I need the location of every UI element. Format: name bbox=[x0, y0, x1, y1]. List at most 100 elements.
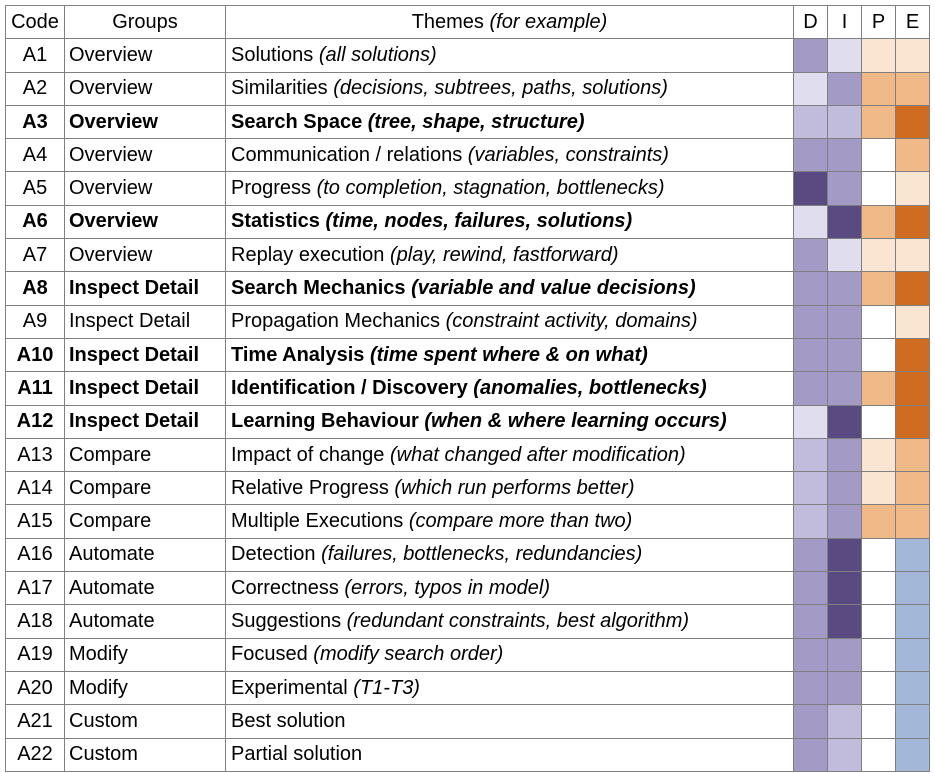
rating-cell-e bbox=[895, 504, 930, 539]
row-theme: Communication / relations (variables, co… bbox=[225, 138, 794, 173]
rating-cell-e bbox=[895, 404, 930, 439]
row-code: A11 bbox=[5, 371, 65, 406]
row-group: Overview bbox=[64, 204, 226, 240]
rating-cell-e bbox=[895, 138, 930, 173]
row-group: Custom bbox=[64, 737, 226, 772]
row-group: Compare bbox=[64, 471, 226, 506]
theme-note: (variables, constraints) bbox=[467, 143, 669, 166]
rating-cell-i bbox=[827, 670, 862, 706]
rating-cell-i bbox=[827, 38, 862, 73]
row-code: A10 bbox=[5, 337, 65, 373]
table-row: A5 Overview Progress (to completion, stagn… bbox=[5, 171, 930, 206]
row-group: Compare bbox=[64, 437, 226, 473]
rating-cell-i bbox=[827, 171, 862, 206]
row-theme: Learning Behaviour (when & where learnin… bbox=[225, 404, 794, 439]
rating-cell-p bbox=[861, 704, 896, 739]
theme-note: (failures, bottlenecks, redundancies) bbox=[321, 543, 643, 566]
row-code: A14 bbox=[5, 471, 65, 506]
row-group: Overview bbox=[64, 104, 226, 140]
rating-cell-i bbox=[827, 471, 862, 506]
rating-cell-d bbox=[793, 337, 828, 373]
table-row: A19 Modify Focused (modify search order) bbox=[5, 637, 930, 672]
header-rating-e: E bbox=[895, 4, 930, 40]
rating-cell-i bbox=[827, 138, 862, 173]
row-group: Overview bbox=[64, 138, 226, 173]
table-row: A12 Inspect Detail Learning Behaviour (whe… bbox=[5, 404, 930, 439]
rating-cell-e bbox=[895, 271, 930, 306]
table-row: A18 Automate Suggestions (redundant constr… bbox=[5, 604, 930, 639]
row-group: Automate bbox=[64, 604, 226, 639]
rating-cell-p bbox=[861, 337, 896, 373]
theme-label: Time Analysis bbox=[231, 343, 365, 366]
row-code: A2 bbox=[5, 71, 65, 106]
row-code: A13 bbox=[5, 437, 65, 473]
table-row: A3 Overview Search Space (tree, shape, str… bbox=[5, 104, 930, 140]
row-theme: Identification / Discovery (anomalies, b… bbox=[225, 371, 794, 406]
rating-cell-p bbox=[861, 71, 896, 106]
row-theme: Focused (modify search order) bbox=[225, 637, 794, 672]
rating-cell-i bbox=[827, 737, 862, 772]
table-row: A1 Overview Solutions (all solutions) bbox=[5, 38, 930, 73]
theme-label: Learning Behaviour bbox=[231, 410, 419, 433]
rating-cell-i bbox=[827, 571, 862, 606]
theme-label: Best solution bbox=[231, 709, 346, 732]
row-group: Modify bbox=[64, 670, 226, 706]
theme-label: Relative Progress bbox=[231, 476, 389, 499]
rating-cell-e bbox=[895, 71, 930, 106]
rating-cell-i bbox=[827, 271, 862, 306]
theme-label: Partial solution bbox=[231, 743, 363, 766]
theme-note: (what changed after modification) bbox=[390, 443, 686, 466]
row-group: Automate bbox=[64, 537, 226, 573]
row-theme: Correctness (errors, typos in model) bbox=[225, 571, 794, 606]
header-code: Code bbox=[5, 4, 65, 40]
rating-cell-d bbox=[793, 404, 828, 439]
rating-cell-i bbox=[827, 404, 862, 439]
row-code: A22 bbox=[5, 737, 65, 772]
table-row: A21 Custom Best solution bbox=[5, 704, 930, 739]
row-theme: Suggestions (redundant constraints, best… bbox=[225, 604, 794, 639]
theme-label: Search Space bbox=[231, 110, 363, 133]
theme-note: (redundant constraints, best algorithm) bbox=[346, 609, 690, 632]
rating-cell-p bbox=[861, 371, 896, 406]
row-theme: Replay execution (play, rewind, fastforw… bbox=[225, 238, 794, 273]
theme-note: (errors, typos in model) bbox=[344, 576, 550, 599]
rating-cell-d bbox=[793, 171, 828, 206]
row-code: A1 bbox=[5, 38, 65, 73]
row-code: A12 bbox=[5, 404, 65, 439]
rating-cell-p bbox=[861, 437, 896, 473]
theme-label: Suggestions bbox=[231, 609, 342, 632]
rating-cell-i bbox=[827, 504, 862, 539]
rating-cell-i bbox=[827, 437, 862, 473]
header-themes: Themes (for example) bbox=[225, 4, 794, 40]
table-row: A9 Inspect Detail Propagation Mechanics (c… bbox=[5, 304, 930, 339]
theme-note: (modify search order) bbox=[313, 643, 504, 666]
rating-cell-e bbox=[895, 238, 930, 273]
row-code: A7 bbox=[5, 238, 65, 273]
row-theme: Similarities (decisions, subtrees, paths… bbox=[225, 71, 794, 106]
rating-cell-i bbox=[827, 304, 862, 339]
header-groups: Groups bbox=[64, 4, 226, 40]
rating-cell-d bbox=[793, 138, 828, 173]
row-group: Overview bbox=[64, 38, 226, 73]
rating-cell-i bbox=[827, 238, 862, 273]
theme-label: Search Mechanics bbox=[231, 277, 406, 300]
rating-cell-d bbox=[793, 38, 828, 73]
row-theme: Partial solution bbox=[225, 737, 794, 772]
rating-cell-d bbox=[793, 471, 828, 506]
row-group: Inspect Detail bbox=[64, 371, 226, 406]
row-code: A15 bbox=[5, 504, 65, 539]
rating-cell-p bbox=[861, 571, 896, 606]
rating-cell-d bbox=[793, 637, 828, 672]
table-row: A22 Custom Partial solution bbox=[5, 737, 930, 772]
rating-cell-d bbox=[793, 104, 828, 140]
row-theme: Best solution bbox=[225, 704, 794, 739]
table-row: A7 Overview Replay execution (play, rewind… bbox=[5, 238, 930, 273]
rating-cell-d bbox=[793, 371, 828, 406]
row-theme: Detection (failures, bottlenecks, redund… bbox=[225, 537, 794, 573]
rating-cell-e bbox=[895, 204, 930, 240]
rating-cell-p bbox=[861, 737, 896, 772]
rating-cell-p bbox=[861, 238, 896, 273]
rating-cell-i bbox=[827, 604, 862, 639]
theme-label: Propagation Mechanics bbox=[231, 310, 441, 333]
row-theme: Search Space (tree, shape, structure) bbox=[225, 104, 794, 140]
